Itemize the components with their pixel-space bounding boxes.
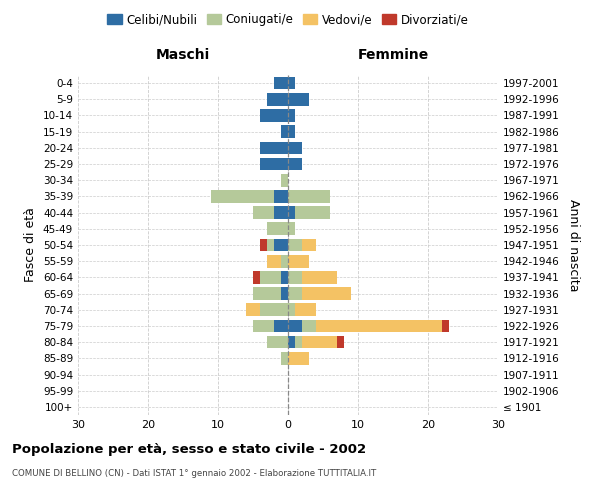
Bar [253, 271, 260, 283]
Bar [302, 271, 337, 283]
Bar [288, 288, 302, 300]
Bar [267, 255, 281, 268]
Bar [288, 336, 295, 348]
Bar [316, 320, 442, 332]
Bar [260, 158, 288, 170]
Bar [288, 142, 302, 154]
Bar [281, 126, 288, 138]
Bar [281, 288, 288, 300]
Bar [288, 352, 309, 364]
Bar [288, 77, 295, 90]
Bar [288, 158, 302, 170]
Bar [295, 336, 302, 348]
Bar [288, 255, 309, 268]
Bar [288, 93, 309, 106]
Bar [253, 288, 281, 300]
Bar [281, 352, 288, 364]
Bar [302, 336, 337, 348]
Bar [302, 320, 316, 332]
Text: Popolazione per età, sesso e stato civile - 2002: Popolazione per età, sesso e stato civil… [12, 442, 366, 456]
Bar [288, 304, 295, 316]
Bar [260, 142, 288, 154]
Bar [253, 206, 274, 219]
Bar [260, 304, 288, 316]
Bar [295, 206, 330, 219]
Bar [288, 238, 302, 252]
Y-axis label: Fasce di età: Fasce di età [25, 208, 37, 282]
Bar [267, 336, 288, 348]
Bar [274, 206, 288, 219]
Bar [288, 271, 302, 283]
Bar [281, 174, 288, 186]
Bar [295, 304, 316, 316]
Bar [274, 77, 288, 90]
Bar [288, 222, 295, 235]
Bar [274, 320, 288, 332]
Bar [288, 126, 295, 138]
Bar [288, 109, 295, 122]
Legend: Celibi/Nubili, Coniugati/e, Vedovi/e, Divorziati/e: Celibi/Nubili, Coniugati/e, Vedovi/e, Di… [103, 8, 473, 31]
Bar [211, 190, 274, 202]
Bar [442, 320, 449, 332]
Bar [281, 271, 288, 283]
Bar [274, 190, 288, 202]
Bar [288, 206, 295, 219]
Bar [246, 304, 260, 316]
Bar [302, 288, 351, 300]
Bar [302, 238, 316, 252]
Bar [260, 271, 281, 283]
Bar [260, 109, 288, 122]
Bar [288, 320, 302, 332]
Bar [281, 255, 288, 268]
Bar [337, 336, 344, 348]
Bar [288, 190, 330, 202]
Bar [253, 320, 274, 332]
Bar [267, 93, 288, 106]
Text: Femmine: Femmine [358, 48, 428, 62]
Bar [267, 238, 274, 252]
Bar [267, 222, 288, 235]
Bar [260, 238, 267, 252]
Y-axis label: Anni di nascita: Anni di nascita [568, 198, 580, 291]
Bar [274, 238, 288, 252]
Text: COMUNE DI BELLINO (CN) - Dati ISTAT 1° gennaio 2002 - Elaborazione TUTTITALIA.IT: COMUNE DI BELLINO (CN) - Dati ISTAT 1° g… [12, 469, 376, 478]
Text: Maschi: Maschi [156, 48, 210, 62]
